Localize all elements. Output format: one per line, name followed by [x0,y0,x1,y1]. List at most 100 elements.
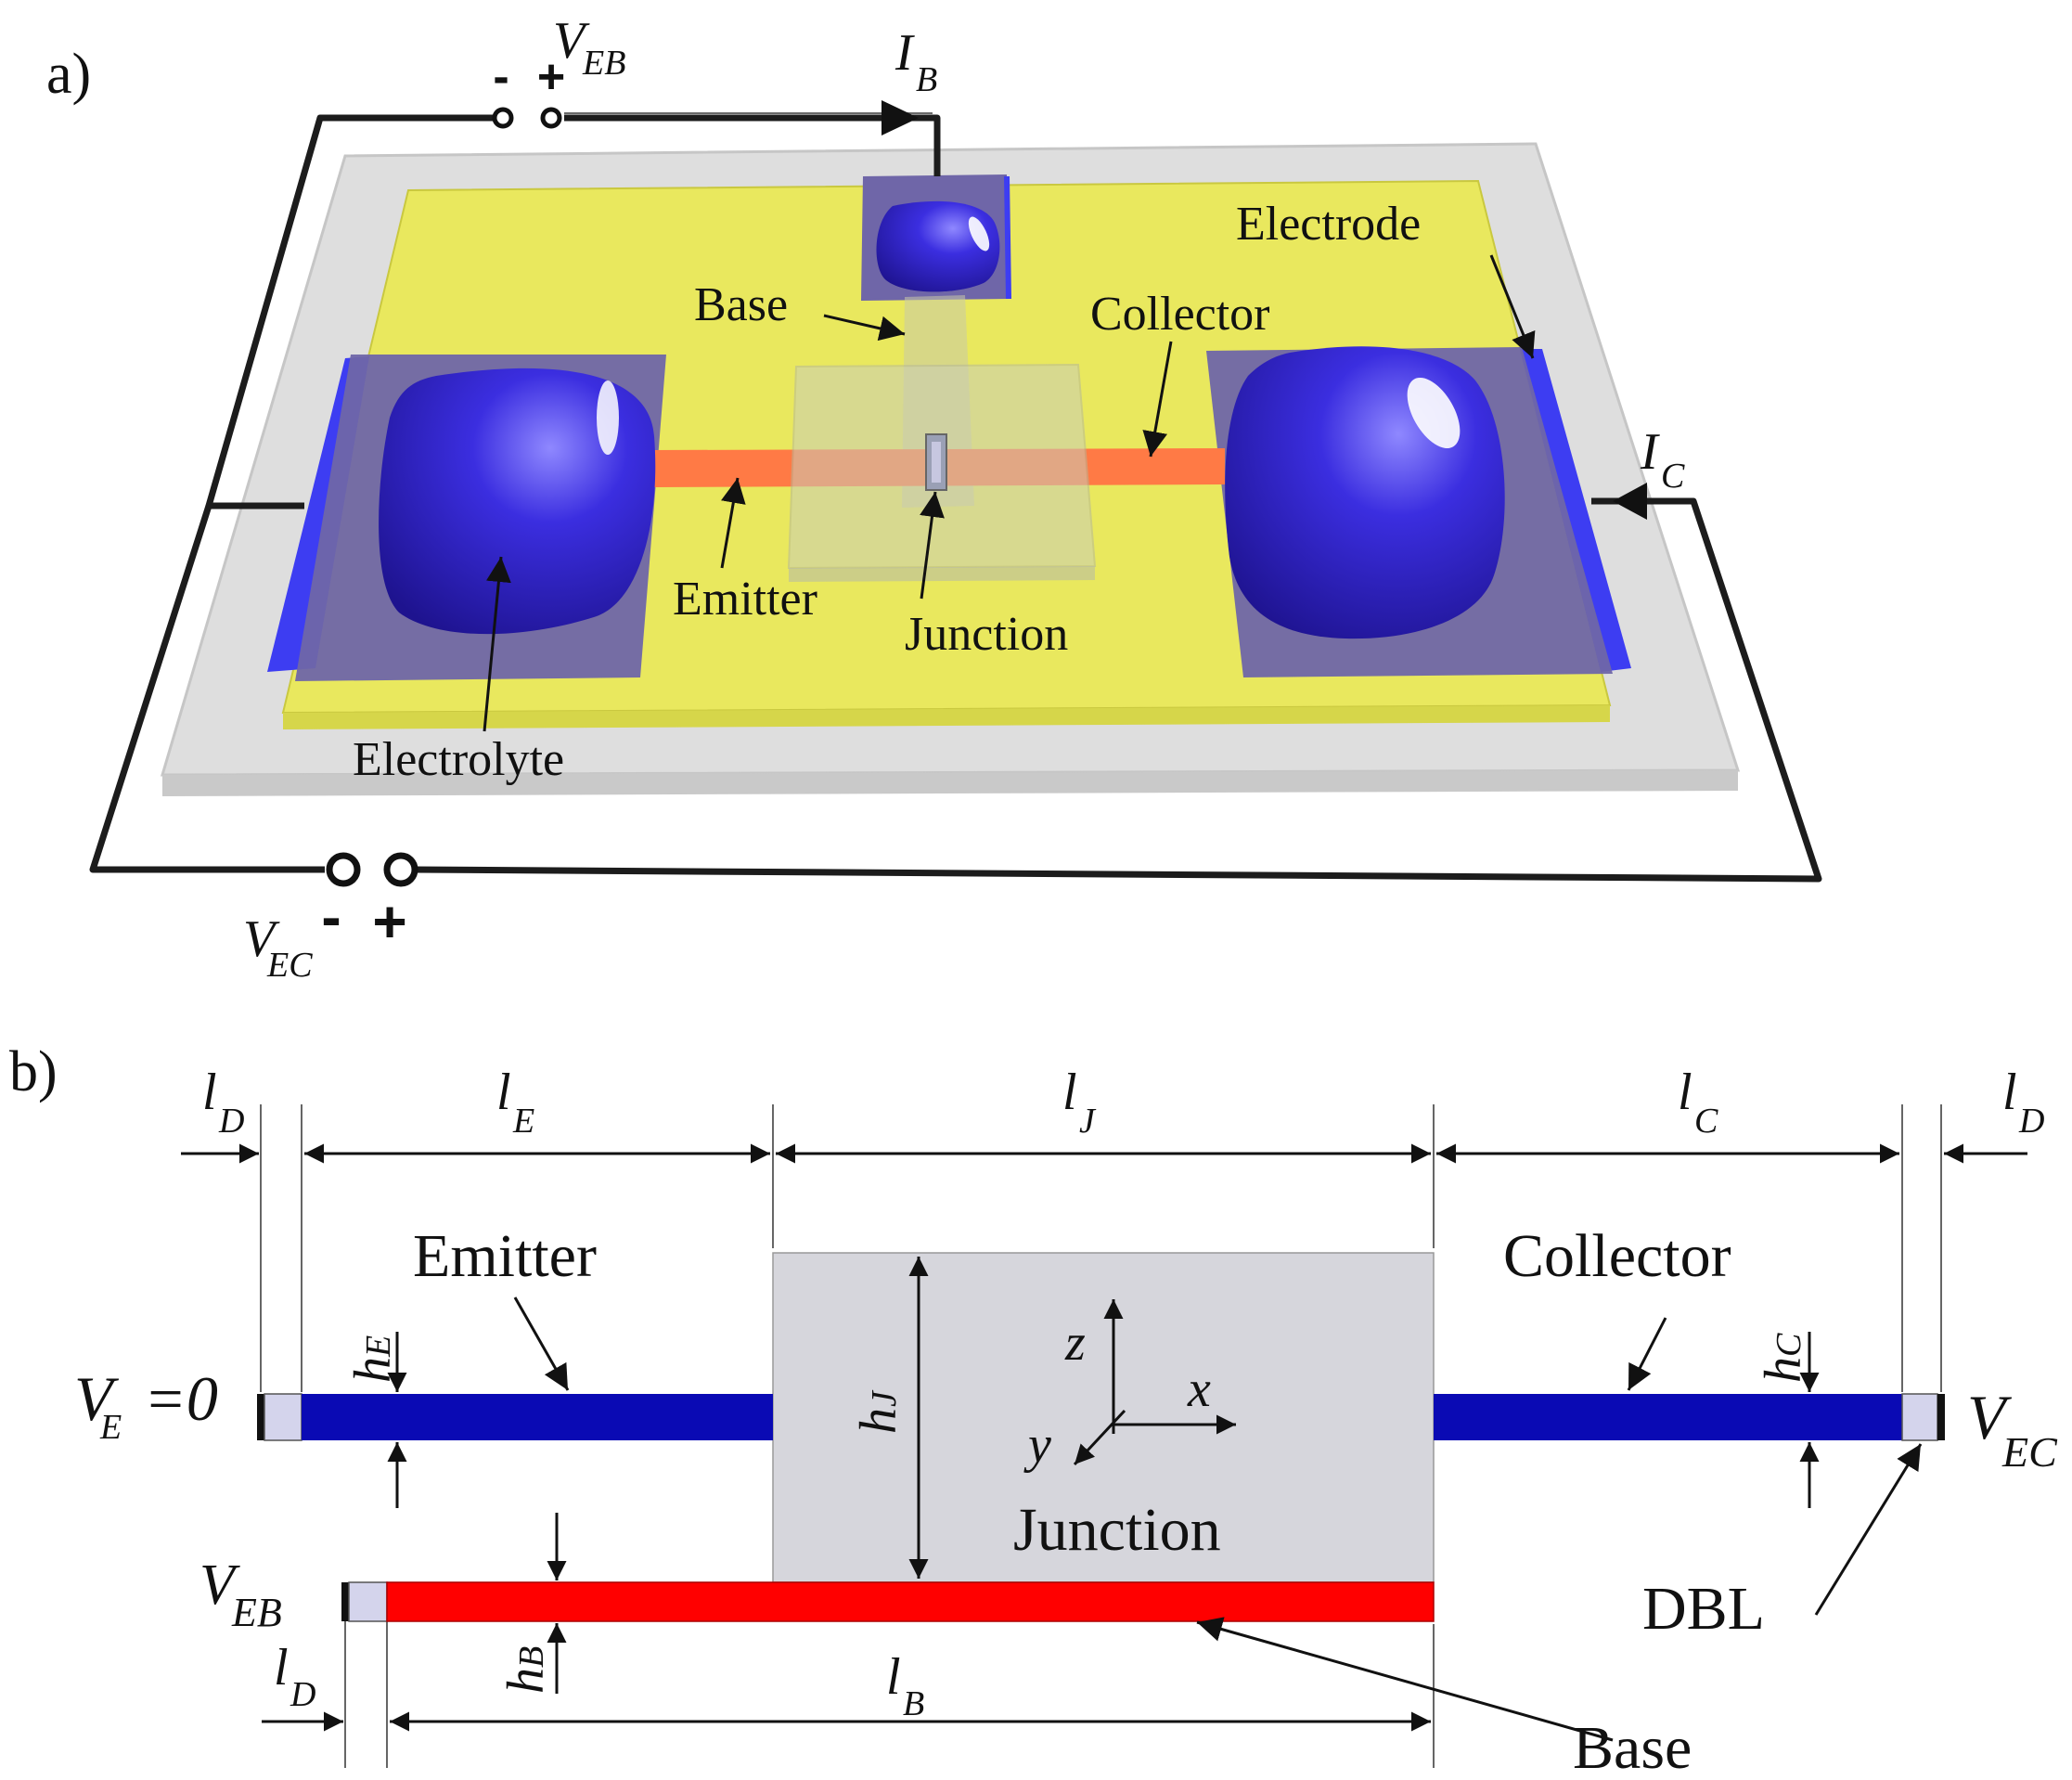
emitter-dbl [264,1393,302,1441]
dim-lJ-symbol: l [1062,1064,1077,1121]
collector-dbl [1901,1393,1938,1441]
label-base-b: Base [1573,1714,1692,1780]
label-collector-b: Collector [1503,1222,1731,1290]
ve-value: =0 [144,1363,218,1434]
vec-terminal-minus [326,852,361,887]
vec-plus: + [372,888,406,955]
left-electrolyte-drop [379,368,656,635]
dim-lB-symbol: l [886,1648,901,1706]
veb-wire-left [205,114,498,509]
ib-arrowhead [882,100,919,135]
label-base: Base [694,278,788,331]
vec-sub: EC [266,946,313,985]
collector-contact [1937,1394,1945,1440]
veb-minus: - [493,50,508,104]
junction-core [932,442,941,483]
arrow-base-b [1196,1617,1614,1742]
dim-hB-symbol: h [497,1668,555,1694]
dim-hC-symbol: h [1755,1357,1812,1383]
label-emitter-b: Emitter [413,1222,597,1290]
label-dbl: DBL [1642,1575,1765,1643]
dim-lD-left-symbol: l [202,1064,217,1121]
veb-sub: EB [582,44,625,83]
arrow-electrode [1489,254,1536,359]
label-collector: Collector [1090,288,1270,341]
base-dbl [348,1581,388,1622]
collector-bar [1434,1394,1902,1440]
arrow-collector [1142,341,1173,458]
arrow-junction [920,491,945,600]
emitter-bar [302,1394,773,1440]
arrow-collector-b [1627,1317,1667,1391]
base-bar [386,1581,1435,1622]
ic-sub: C [1661,457,1685,496]
axis-z-label: z [1064,1314,1086,1372]
panel-a-label: a) [46,43,91,106]
veb-b-sub: EB [231,1590,282,1635]
dim-hC-sub: C [1770,1333,1808,1357]
arrow-dbl [1814,1443,1923,1616]
dim-lB-sub: B [903,1684,924,1723]
label-electrolyte: Electrolyte [353,733,564,786]
vec-right-symbol: V [1967,1382,2013,1452]
dim-hE-symbol: h [344,1357,402,1383]
dim-lD-bottom-symbol: l [274,1639,289,1696]
dim-lC-symbol: l [1678,1064,1692,1121]
ic-symbol: I [1640,423,1660,481]
ic-arrowhead [1613,483,1647,520]
right-electrode [1520,349,1631,672]
ve-symbol: V [74,1363,120,1434]
base-drop-highlight [968,216,990,252]
polymer-film-edge [283,705,1610,729]
label-junction: Junction [905,608,1068,661]
panel-b-label: b) [9,1040,58,1103]
arrow-electrolyte [483,556,511,732]
ve-sub: E [99,1408,122,1447]
right-electrolyte-drop [1225,346,1505,639]
label-junction-b: Junction [1013,1496,1221,1564]
right-drop-highlight [1407,378,1461,449]
ib-symbol: I [894,24,915,82]
dim-hE-sub: E [359,1335,398,1358]
vec-wire-left [89,504,325,873]
panel-b: b) l D l E l J l C l D [9,1040,2058,1780]
dim-lC-sub: C [1694,1102,1718,1141]
arrow-emitter [720,477,746,569]
vec-symbol: V [243,910,280,968]
arrow-emitter-b [513,1296,570,1391]
dim-lE-sub: E [512,1102,534,1141]
vec-terminal-plus [383,852,418,887]
left-drop-highlight [597,381,619,455]
veb-terminal-plus [540,107,562,129]
label-emitter: Emitter [673,573,817,626]
junction-rect [772,1252,1435,1583]
dim-hJ-sub: J [865,1389,904,1407]
ib-sub: B [916,60,937,99]
axis-y [1073,1409,1126,1466]
base-electrode-strip [1004,175,1011,300]
axis-x-label: x [1187,1361,1211,1418]
junction-box-front [789,566,1095,582]
label-electrode: Electrode [1236,198,1421,251]
dim-hB-sub: B [512,1646,551,1668]
vec-right-sub: EC [2001,1428,2058,1476]
vec-minus: - [321,884,341,950]
dim-lD-right-sub: D [2018,1102,2044,1141]
veb-wire-right [564,114,941,176]
dim-hJ-symbol: h [850,1408,907,1434]
dim-lD-left-sub: D [218,1102,244,1141]
dim-lD-bottom-sub: D [290,1675,315,1714]
veb-terminal-minus [492,107,514,129]
veb-b-symbol: V [199,1554,240,1617]
emitter-contact [257,1394,264,1440]
arrow-base [823,314,906,342]
dim-lD-right-symbol: l [2002,1064,2017,1121]
veb-symbol: V [553,12,590,70]
glass-substrate-edge [162,770,1738,796]
panel-a: a) [46,12,1822,985]
dim-lJ-sub: J [1079,1102,1097,1141]
axis-y-label: y [1023,1416,1051,1474]
veb-plus: + [537,50,565,104]
base-contact [341,1582,349,1621]
